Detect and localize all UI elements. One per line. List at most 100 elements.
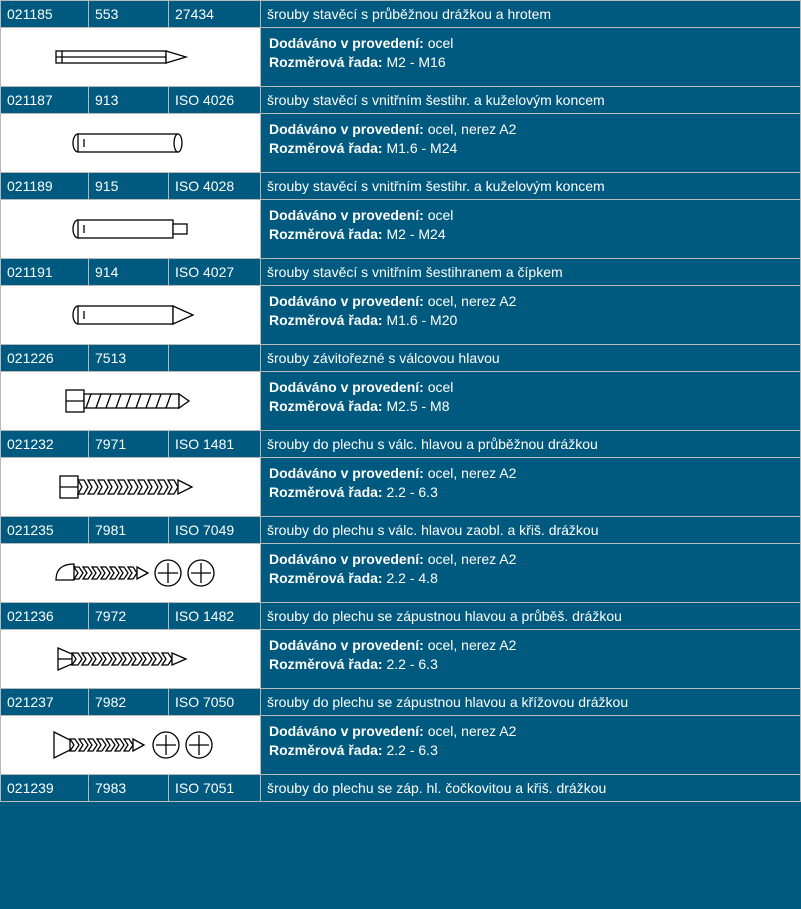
product-desc: šrouby do plechu se záp. hl. čočkovitou … bbox=[267, 780, 606, 796]
size-value: M2.5 - M8 bbox=[386, 398, 449, 414]
product-desc: šrouby do plechu s válc. hlavou a průběž… bbox=[267, 436, 598, 452]
iso-code: ISO 4027 bbox=[175, 264, 234, 280]
iso-cell: ISO 4026 bbox=[169, 87, 261, 113]
din-cell: 7972 bbox=[89, 603, 169, 629]
size-line: Rozměrová řada: M2 - M24 bbox=[269, 225, 792, 244]
size-value: M2 - M24 bbox=[386, 226, 445, 242]
product-detail-cell: Dodáváno v provedení: ocel, nerez A2 Roz… bbox=[261, 286, 800, 344]
product-code: 021236 bbox=[7, 608, 54, 624]
material-value: ocel, nerez A2 bbox=[428, 465, 517, 481]
size-value: 2.2 - 6.3 bbox=[386, 484, 437, 500]
size-line: Rozměrová řada: 2.2 - 6.3 bbox=[269, 741, 792, 760]
size-value: M1.6 - M20 bbox=[386, 312, 457, 328]
size-line: Rozměrová řada: M1.6 - M20 bbox=[269, 311, 792, 330]
product-image-cell bbox=[1, 630, 261, 688]
material-label: Dodáváno v provedení: bbox=[269, 551, 424, 567]
din-cell: 7981 bbox=[89, 517, 169, 543]
din-code: 7971 bbox=[95, 436, 126, 452]
product-code: 021191 bbox=[7, 264, 53, 280]
product-header-row: 021191 914 ISO 4027 šrouby stavěcí s vni… bbox=[0, 258, 801, 285]
product-detail-row: Dodáváno v provedení: ocel, nerez A2 Roz… bbox=[0, 113, 801, 172]
code-cell: 021185 bbox=[1, 1, 89, 27]
material-value: ocel, nerez A2 bbox=[428, 723, 517, 739]
din-cell: 7513 bbox=[89, 345, 169, 371]
material-label: Dodáváno v provedení: bbox=[269, 637, 424, 653]
product-detail-row: Dodáváno v provedení: ocel Rozměrová řad… bbox=[0, 371, 801, 430]
size-label: Rozměrová řada: bbox=[269, 570, 383, 586]
material-label: Dodáváno v provedení: bbox=[269, 35, 424, 51]
iso-cell: ISO 7051 bbox=[169, 775, 261, 801]
product-desc: šrouby stavěcí s vnitřním šestihr. a kuž… bbox=[267, 92, 605, 108]
din-cell: 7982 bbox=[89, 689, 169, 715]
product-detail-cell: Dodáváno v provedení: ocel Rozměrová řad… bbox=[261, 28, 800, 86]
size-label: Rozměrová řada: bbox=[269, 54, 383, 70]
product-desc: šrouby závitořezné s válcovou hlavou bbox=[267, 350, 500, 366]
din-code: 553 bbox=[95, 6, 118, 22]
product-code: 021239 bbox=[7, 780, 54, 796]
product-detail-row: Dodáváno v provedení: ocel, nerez A2 Roz… bbox=[0, 629, 801, 688]
desc-cell: šrouby do plechu se zápustnou hlavou a k… bbox=[261, 689, 800, 715]
material-value: ocel, nerez A2 bbox=[428, 293, 517, 309]
product-header-row: 021185 553 27434 šrouby stavěcí s průběž… bbox=[0, 0, 801, 27]
screw-icon bbox=[36, 552, 226, 594]
material-label: Dodáváno v provedení: bbox=[269, 207, 424, 223]
din-cell: 914 bbox=[89, 259, 169, 285]
desc-cell: šrouby do plechu se zápustnou hlavou a p… bbox=[261, 603, 800, 629]
material-label: Dodáváno v provedení: bbox=[269, 465, 424, 481]
product-detail-cell: Dodáváno v provedení: ocel, nerez A2 Roz… bbox=[261, 716, 800, 774]
product-header-row: 021226 7513 šrouby závitořezné s válcovo… bbox=[0, 344, 801, 371]
iso-cell: ISO 7050 bbox=[169, 689, 261, 715]
code-cell: 021237 bbox=[1, 689, 89, 715]
iso-code: ISO 1482 bbox=[175, 608, 234, 624]
product-desc: šrouby do plechu s válc. hlavou zaobl. a… bbox=[267, 522, 599, 538]
desc-cell: šrouby stavěcí s průběžnou drážkou a hro… bbox=[261, 1, 800, 27]
desc-cell: šrouby do plechu se záp. hl. čočkovitou … bbox=[261, 775, 800, 801]
screw-icon bbox=[36, 466, 226, 508]
desc-cell: šrouby stavěcí s vnitřním šestihr. a kuž… bbox=[261, 173, 800, 199]
din-code: 7983 bbox=[95, 780, 126, 796]
product-image-cell bbox=[1, 200, 261, 258]
material-value: ocel, nerez A2 bbox=[428, 637, 517, 653]
material-line: Dodáváno v provedení: ocel bbox=[269, 378, 792, 397]
iso-code: ISO 1481 bbox=[175, 436, 234, 452]
din-code: 915 bbox=[95, 178, 118, 194]
product-image-cell bbox=[1, 372, 261, 430]
product-code: 021226 bbox=[7, 350, 54, 366]
desc-cell: šrouby stavěcí s vnitřním šestihr. a kuž… bbox=[261, 87, 800, 113]
din-code: 914 bbox=[95, 264, 118, 280]
material-line: Dodáváno v provedení: ocel bbox=[269, 206, 792, 225]
product-detail-cell: Dodáváno v provedení: ocel, nerez A2 Roz… bbox=[261, 630, 800, 688]
size-label: Rozměrová řada: bbox=[269, 226, 383, 242]
code-cell: 021236 bbox=[1, 603, 89, 629]
screw-icon bbox=[36, 294, 226, 336]
product-code: 021185 bbox=[7, 6, 53, 22]
code-cell: 021187 bbox=[1, 87, 89, 113]
product-header-row: 021232 7971 ISO 1481 šrouby do plechu s … bbox=[0, 430, 801, 457]
iso-cell: ISO 1481 bbox=[169, 431, 261, 457]
product-header-row: 021187 913 ISO 4026 šrouby stavěcí s vni… bbox=[0, 86, 801, 113]
size-label: Rozměrová řada: bbox=[269, 742, 383, 758]
din-cell: 7971 bbox=[89, 431, 169, 457]
product-code: 021189 bbox=[7, 178, 53, 194]
code-cell: 021189 bbox=[1, 173, 89, 199]
din-code: 913 bbox=[95, 92, 118, 108]
size-label: Rozměrová řada: bbox=[269, 312, 383, 328]
iso-cell: ISO 1482 bbox=[169, 603, 261, 629]
size-label: Rozměrová řada: bbox=[269, 656, 383, 672]
product-code: 021187 bbox=[7, 92, 53, 108]
product-header-row: 021237 7982 ISO 7050 šrouby do plechu se… bbox=[0, 688, 801, 715]
material-value: ocel, nerez A2 bbox=[428, 551, 517, 567]
product-detail-cell: Dodáváno v provedení: ocel, nerez A2 Roz… bbox=[261, 544, 800, 602]
size-value: M1.6 - M24 bbox=[386, 140, 457, 156]
iso-code: ISO 7050 bbox=[175, 694, 234, 710]
size-line: Rozměrová řada: M2.5 - M8 bbox=[269, 397, 792, 416]
product-detail-cell: Dodáváno v provedení: ocel, nerez A2 Roz… bbox=[261, 458, 800, 516]
material-line: Dodáváno v provedení: ocel, nerez A2 bbox=[269, 550, 792, 569]
iso-code: ISO 7051 bbox=[175, 780, 234, 796]
product-desc: šrouby stavěcí s vnitřním šestihr. a kuž… bbox=[267, 178, 605, 194]
code-cell: 021239 bbox=[1, 775, 89, 801]
product-code: 021232 bbox=[7, 436, 54, 452]
size-line: Rozměrová řada: 2.2 - 6.3 bbox=[269, 483, 792, 502]
iso-cell: ISO 7049 bbox=[169, 517, 261, 543]
product-table: 021185 553 27434 šrouby stavěcí s průběž… bbox=[0, 0, 801, 802]
